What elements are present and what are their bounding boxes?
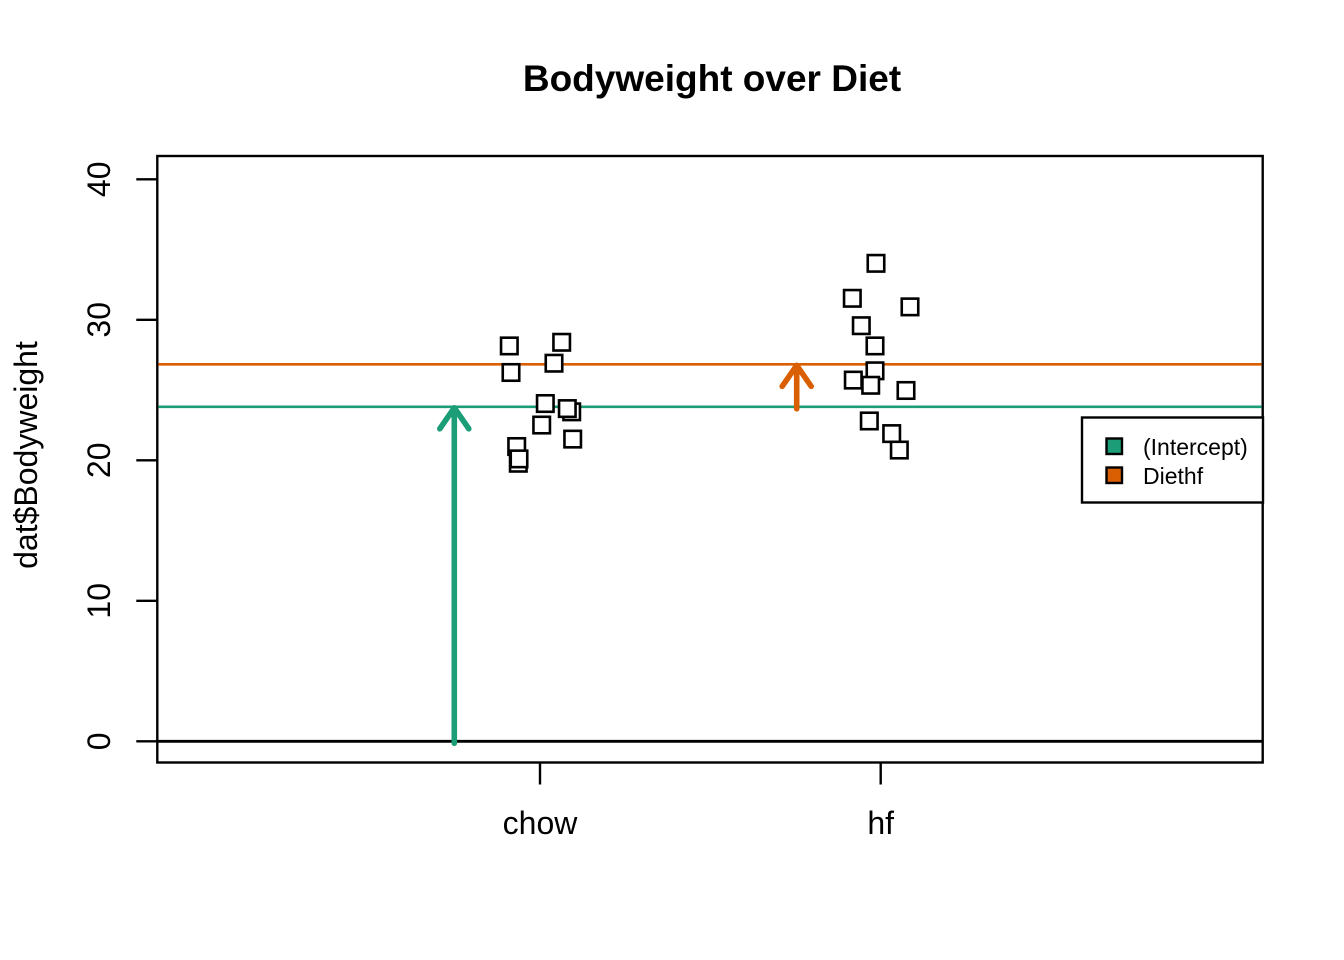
chart-text-layer: dat$Bodyweight chow hf (Intercept) Dieth… bbox=[8, 341, 1248, 841]
data-point-hf bbox=[843, 370, 863, 390]
data-point-chow bbox=[557, 399, 577, 419]
legend-label-intercept: (Intercept) bbox=[1143, 434, 1248, 460]
y-tick-label: 0 bbox=[81, 732, 117, 750]
y-tick-label: 30 bbox=[81, 302, 117, 338]
data-point-hf bbox=[900, 297, 920, 317]
data-point-chow bbox=[535, 393, 555, 414]
data-point-chow bbox=[499, 336, 519, 356]
data-point-hf bbox=[859, 411, 879, 431]
data-point-hf bbox=[851, 316, 871, 336]
data-point-hf bbox=[882, 424, 902, 444]
x-category-label-chow: chow bbox=[503, 805, 579, 841]
legend-swatch-intercept bbox=[1105, 437, 1124, 456]
data-point-chow bbox=[532, 415, 552, 435]
legend-label-diethf: Diethf bbox=[1143, 463, 1204, 489]
y-tick-label: 40 bbox=[81, 162, 117, 198]
data-point-hf bbox=[866, 253, 886, 273]
data-point-chow bbox=[509, 449, 529, 469]
data-point-chow bbox=[563, 429, 583, 449]
data-point-chow bbox=[552, 332, 572, 352]
x-category-label-hf: hf bbox=[867, 805, 894, 841]
y-tick-label: 20 bbox=[81, 443, 117, 479]
chart-marks-layer: 0 10 20 30 40 bbox=[81, 154, 1265, 785]
data-point-chow bbox=[544, 353, 564, 373]
legend-swatch-diethf bbox=[1105, 466, 1124, 485]
data-point-hf bbox=[889, 440, 909, 460]
legend-box bbox=[1080, 416, 1265, 504]
data-point-hf bbox=[861, 375, 881, 395]
diethf-arrow-head bbox=[779, 362, 815, 390]
chart-title: Bodyweight over Diet bbox=[522, 58, 902, 99]
data-point-chow bbox=[501, 362, 521, 383]
data-point-hf bbox=[865, 336, 885, 356]
data-point-hf bbox=[842, 288, 862, 308]
intercept-arrow-head bbox=[436, 404, 472, 432]
y-tick-label: 10 bbox=[81, 583, 117, 619]
data-point-hf bbox=[896, 380, 916, 401]
y-axis-label: dat$Bodyweight bbox=[8, 341, 44, 569]
